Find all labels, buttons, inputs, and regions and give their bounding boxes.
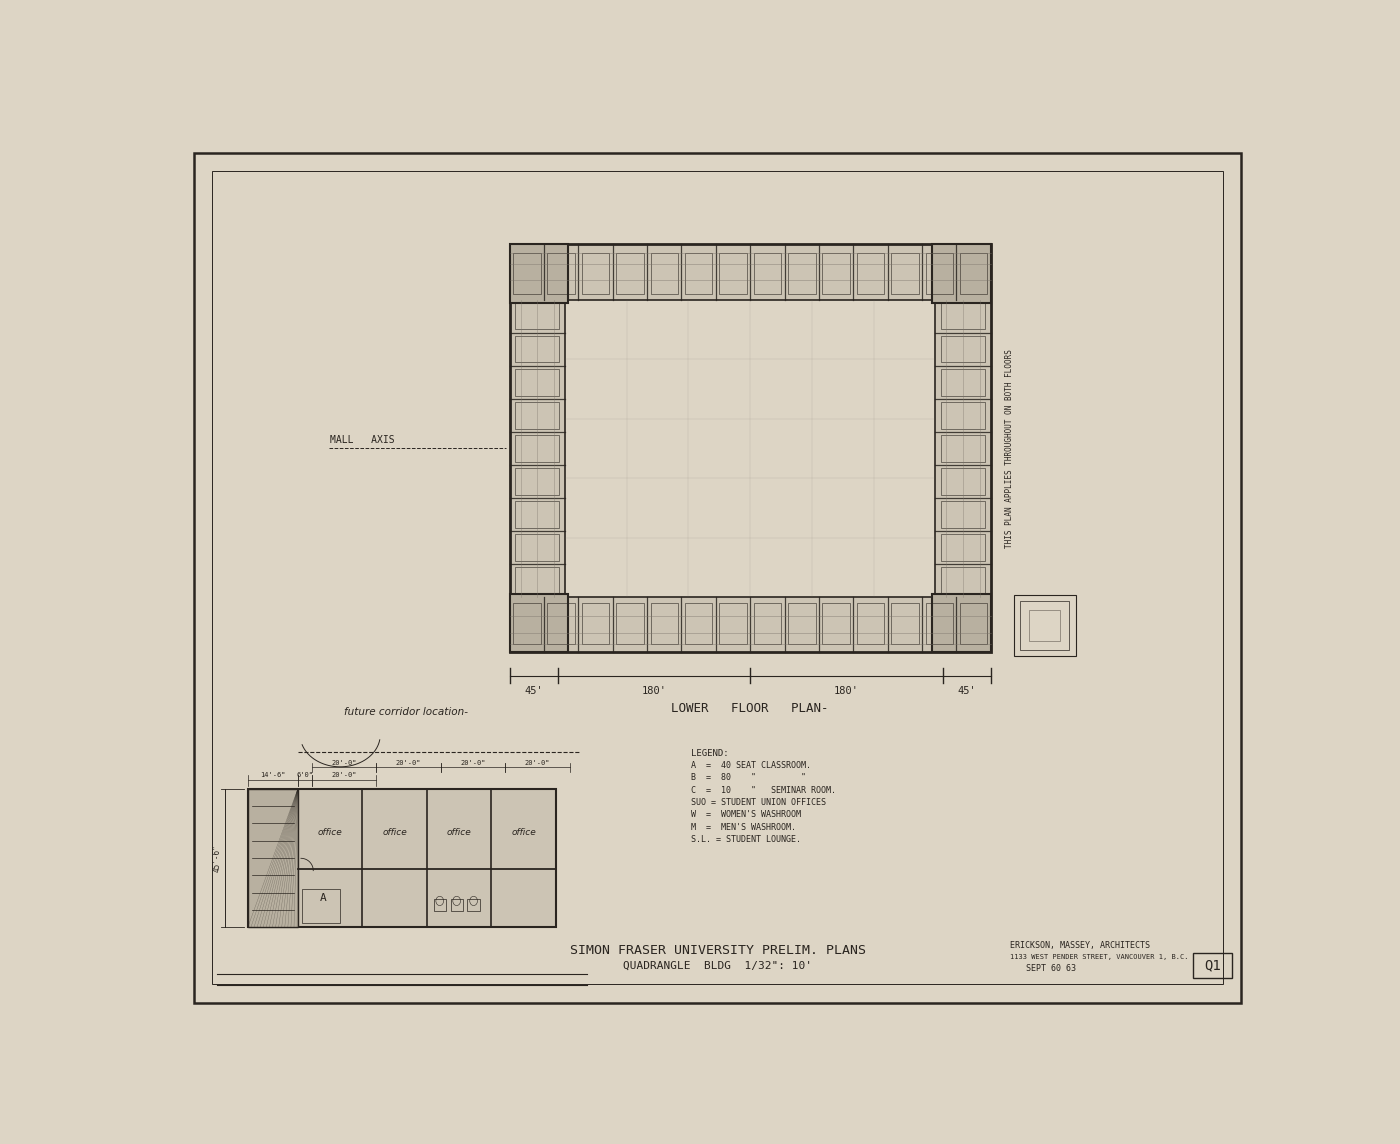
Bar [822,603,850,644]
Text: office: office [447,828,472,837]
Bar [515,403,560,429]
Bar [941,336,986,363]
Text: 20'-0": 20'-0" [332,760,357,765]
Text: SIMON FRASER UNIVERSITY PRELIM. PLANS: SIMON FRASER UNIVERSITY PRELIM. PLANS [570,944,865,956]
Bar [960,603,987,644]
Text: ERICKSON, MASSEY, ARCHITECTS: ERICKSON, MASSEY, ARCHITECTS [1011,940,1151,950]
Text: Q1: Q1 [1204,959,1221,972]
Text: M  =  MEN'S WASHROOM.: M = MEN'S WASHROOM. [690,823,795,832]
Text: S.L. = STUDENT LOUNGE.: S.L. = STUDENT LOUNGE. [690,835,801,844]
Bar [651,253,678,294]
Bar [248,788,298,928]
Text: B  =  80    "         ": B = 80 " " [690,773,805,782]
Bar [1021,601,1070,650]
Bar [510,245,991,652]
Bar [941,370,986,396]
Text: 180': 180' [834,686,860,697]
Bar [857,253,885,294]
Bar [512,253,540,294]
Text: 45': 45' [524,686,543,697]
Text: office: office [511,828,536,837]
Bar [302,889,340,923]
Bar [515,468,560,494]
Bar [515,501,560,527]
Bar [566,300,935,597]
Bar [434,899,445,911]
Text: 45': 45' [958,686,976,697]
Bar [451,899,463,911]
Text: SUO = STUDENT UNION OFFICES: SUO = STUDENT UNION OFFICES [690,799,826,807]
Bar [941,403,986,429]
Text: office: office [318,828,343,837]
Text: LOWER   FLOOR   PLAN-: LOWER FLOOR PLAN- [672,702,829,715]
Text: 45'-6": 45'-6" [213,844,221,872]
Bar [753,603,781,644]
Bar [941,567,986,594]
Bar [1014,595,1075,657]
Bar [941,303,986,329]
Bar [651,603,678,644]
Bar [515,534,560,561]
Text: SEPT 60 63: SEPT 60 63 [1025,963,1075,972]
Text: 14'-6": 14'-6" [260,772,286,778]
Bar [685,253,713,294]
Text: W  =  WOMEN'S WASHROOM: W = WOMEN'S WASHROOM [690,810,801,819]
Bar [857,603,885,644]
Text: 20'-0": 20'-0" [332,772,357,778]
Text: 20'-0": 20'-0" [396,760,421,765]
Text: 20'-0": 20'-0" [461,760,486,765]
Bar [547,253,575,294]
Bar [941,501,986,527]
Bar [510,245,568,303]
Bar [925,603,953,644]
Bar [960,253,987,294]
Bar [892,253,918,294]
Bar [892,603,918,644]
Text: future corridor location-: future corridor location- [344,707,468,716]
Bar [720,253,746,294]
Bar [925,253,953,294]
Text: 20'-0": 20'-0" [525,760,550,765]
Text: 180': 180' [641,686,666,697]
Bar [685,603,713,644]
Text: MALL   AXIS: MALL AXIS [330,435,395,445]
Bar [512,603,540,644]
Bar [515,567,560,594]
Bar [515,303,560,329]
Bar [1029,610,1060,641]
Bar [941,468,986,494]
Bar [932,594,991,652]
Bar [616,253,644,294]
Bar [720,603,746,644]
Bar [932,245,991,303]
Bar [753,253,781,294]
Bar [1193,953,1232,978]
Bar [822,253,850,294]
Bar [515,370,560,396]
Bar [616,603,644,644]
Bar [788,253,816,294]
Bar [547,603,575,644]
Bar [941,435,986,461]
Bar [515,435,560,461]
Bar [582,603,609,644]
Bar [515,336,560,363]
Text: LEGEND:: LEGEND: [690,748,728,757]
Text: 6'0": 6'0" [297,772,314,778]
Text: C  =  10    "   SEMINAR ROOM.: C = 10 " SEMINAR ROOM. [690,786,836,795]
Bar [582,253,609,294]
Bar [248,788,556,928]
Bar [510,594,568,652]
Text: A  =  40 SEAT CLASSROOM.: A = 40 SEAT CLASSROOM. [690,761,811,770]
Bar [468,899,480,911]
Text: A: A [321,893,328,904]
Text: 1133 WEST PENDER STREET, VANCOUVER 1, B.C.: 1133 WEST PENDER STREET, VANCOUVER 1, B.… [1011,954,1189,960]
Text: office: office [382,828,407,837]
Bar [941,534,986,561]
Text: THIS PLAN APPLIES THROUGHOUT ON BOTH FLOORS: THIS PLAN APPLIES THROUGHOUT ON BOTH FLO… [1005,349,1014,548]
Text: QUADRANGLE  BLDG  1/32": 10': QUADRANGLE BLDG 1/32": 10' [623,961,812,971]
Bar [788,603,816,644]
